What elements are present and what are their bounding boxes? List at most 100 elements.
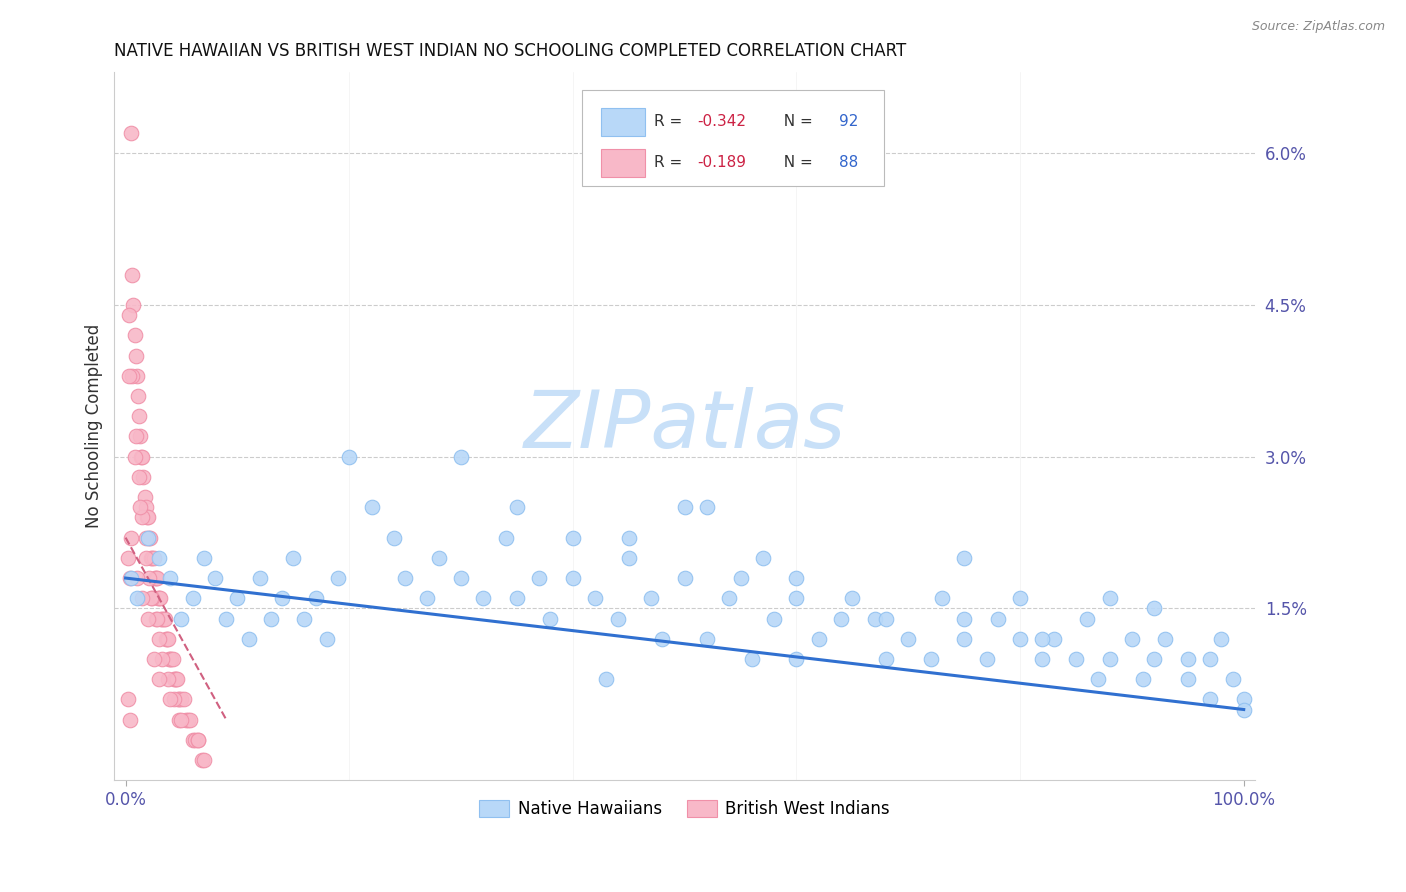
Point bbox=[125, 591, 148, 606]
Point bbox=[152, 611, 174, 625]
Point bbox=[863, 611, 886, 625]
Point bbox=[283, 550, 305, 565]
Text: N =: N = bbox=[773, 114, 817, 129]
Text: ZIPatlas: ZIPatlas bbox=[523, 387, 846, 466]
Point bbox=[187, 732, 209, 747]
Point bbox=[249, 571, 271, 585]
Point bbox=[1154, 632, 1177, 646]
Point bbox=[741, 652, 763, 666]
Point bbox=[136, 510, 159, 524]
Point bbox=[141, 550, 163, 565]
Point bbox=[617, 550, 640, 565]
Point bbox=[150, 611, 173, 625]
Point bbox=[193, 550, 215, 565]
Point bbox=[651, 632, 673, 646]
Point bbox=[181, 732, 204, 747]
Point bbox=[124, 429, 146, 443]
Point bbox=[162, 652, 184, 666]
Point bbox=[152, 652, 174, 666]
Point bbox=[506, 591, 529, 606]
Bar bbox=[602, 149, 645, 177]
Point bbox=[294, 611, 316, 625]
Point bbox=[117, 550, 139, 565]
Point bbox=[131, 450, 153, 464]
Text: -0.189: -0.189 bbox=[697, 155, 747, 170]
Point bbox=[125, 571, 148, 585]
Point bbox=[163, 672, 186, 686]
Point bbox=[953, 632, 976, 646]
Legend: Native Hawaiians, British West Indians: Native Hawaiians, British West Indians bbox=[472, 794, 897, 825]
Point bbox=[181, 591, 204, 606]
Point bbox=[124, 349, 146, 363]
Point bbox=[146, 611, 169, 625]
Point bbox=[179, 713, 201, 727]
Point bbox=[131, 510, 153, 524]
Point bbox=[152, 611, 174, 625]
Point bbox=[121, 368, 143, 383]
Point bbox=[193, 753, 215, 767]
Point bbox=[897, 632, 920, 646]
Point bbox=[135, 510, 157, 524]
Point bbox=[136, 531, 159, 545]
Point bbox=[163, 692, 186, 706]
Point bbox=[153, 611, 176, 625]
Point bbox=[204, 571, 226, 585]
Point bbox=[146, 591, 169, 606]
Point bbox=[394, 571, 416, 585]
Point bbox=[640, 591, 662, 606]
Point bbox=[163, 672, 186, 686]
Point bbox=[673, 500, 696, 515]
Point bbox=[752, 550, 775, 565]
Text: NATIVE HAWAIIAN VS BRITISH WEST INDIAN NO SCHOOLING COMPLETED CORRELATION CHART: NATIVE HAWAIIAN VS BRITISH WEST INDIAN N… bbox=[114, 42, 907, 60]
Point bbox=[128, 470, 150, 484]
Point bbox=[1010, 632, 1032, 646]
Text: 88: 88 bbox=[838, 155, 858, 170]
Point bbox=[142, 652, 165, 666]
Point bbox=[841, 591, 863, 606]
Point bbox=[145, 611, 167, 625]
Point bbox=[1233, 692, 1256, 706]
Point bbox=[141, 550, 163, 565]
Point bbox=[156, 632, 179, 646]
Point bbox=[135, 531, 157, 545]
Point bbox=[159, 692, 181, 706]
Point bbox=[718, 591, 741, 606]
Point bbox=[138, 531, 160, 545]
Point bbox=[141, 591, 163, 606]
Point bbox=[125, 368, 148, 383]
Point bbox=[128, 409, 150, 424]
Point bbox=[315, 632, 337, 646]
Point bbox=[142, 550, 165, 565]
Point bbox=[131, 591, 153, 606]
Point bbox=[920, 652, 942, 666]
Point bbox=[129, 500, 152, 515]
Point bbox=[160, 652, 183, 666]
Point bbox=[170, 611, 193, 625]
Point bbox=[170, 692, 193, 706]
Point bbox=[1199, 692, 1222, 706]
Point bbox=[165, 672, 187, 686]
Point bbox=[127, 389, 149, 403]
Point bbox=[118, 308, 141, 322]
Point bbox=[472, 591, 495, 606]
Point bbox=[173, 692, 195, 706]
Point bbox=[875, 652, 897, 666]
Point bbox=[145, 571, 167, 585]
Point bbox=[1076, 611, 1098, 625]
Text: R =: R = bbox=[654, 114, 688, 129]
Point bbox=[120, 531, 142, 545]
Point bbox=[157, 652, 180, 666]
Bar bbox=[602, 108, 645, 136]
Point bbox=[139, 531, 162, 545]
Point bbox=[122, 298, 145, 312]
Point bbox=[1098, 591, 1121, 606]
Point bbox=[117, 692, 139, 706]
Point bbox=[134, 490, 156, 504]
Point bbox=[184, 732, 207, 747]
Point bbox=[785, 652, 807, 666]
Point bbox=[166, 672, 188, 686]
Point bbox=[696, 500, 718, 515]
Point bbox=[595, 672, 617, 686]
Point bbox=[124, 328, 146, 343]
Point bbox=[450, 571, 472, 585]
